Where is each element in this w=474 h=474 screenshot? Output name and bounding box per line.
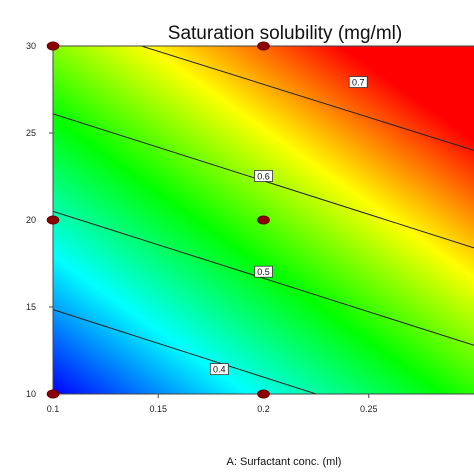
contour-line-0.5: [53, 210, 474, 346]
contour-label-text: 0.4: [213, 365, 226, 375]
contour-line-0.4: [53, 309, 317, 394]
contour-label-text: 0.5: [257, 267, 270, 277]
design-point: [257, 215, 270, 225]
contour-label-box: [348, 76, 368, 88]
contour-label-0.7: 0.7: [348, 76, 368, 88]
x-tick-label: 0.15: [149, 404, 167, 414]
x-tick-label: 0.25: [360, 404, 378, 414]
y-tick-label: 25: [26, 128, 36, 138]
x-tick-label: 0.2: [257, 404, 270, 414]
design-points: [46, 41, 270, 399]
contour-label-0.5: 0.5: [254, 265, 273, 278]
design-point: [257, 41, 270, 51]
y-tick-label: 30: [26, 41, 36, 51]
design-point: [257, 389, 270, 399]
contour-label-0.4: 0.4: [209, 363, 229, 376]
x-tick-label: 0.1: [47, 404, 60, 414]
contour-label-box: [254, 265, 273, 278]
y-tick-label: 10: [26, 389, 36, 399]
design-point: [46, 41, 60, 51]
contour-label-box: [209, 363, 229, 376]
contour-line-0.7: [141, 46, 474, 151]
y-tick-label: 20: [26, 215, 36, 225]
contour-label-text: 0.6: [257, 172, 270, 182]
design-point: [46, 215, 60, 225]
y-tick-label: 15: [26, 302, 36, 312]
contour-label-0.6: 0.6: [254, 170, 273, 182]
contour-label-box: [254, 170, 273, 182]
x-axis-label: A: Surfactant conc. (ml): [227, 456, 342, 468]
contour-label-text: 0.7: [352, 78, 365, 88]
design-point: [46, 389, 60, 399]
chart-title: Saturation solubility (mg/ml): [168, 23, 402, 44]
